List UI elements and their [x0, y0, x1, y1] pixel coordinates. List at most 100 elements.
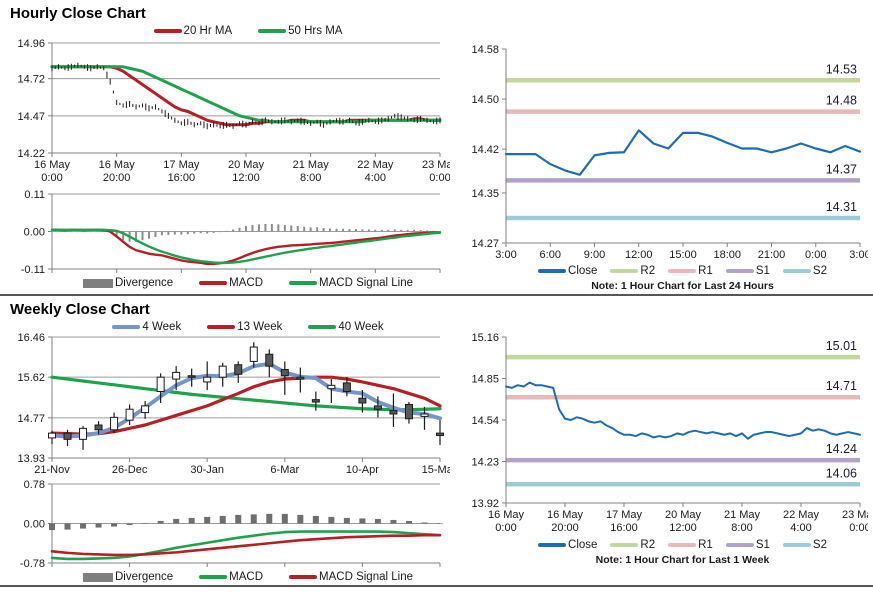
- y-tick-label: 13.92: [471, 498, 499, 510]
- legend-label: 13 Week: [237, 321, 283, 333]
- hourly-section-title: Hourly Close Chart: [10, 5, 146, 22]
- x-tick-label: 20 May 12:00: [665, 509, 702, 534]
- hourly-section-body: 20 Hr MA 50 Hrs MA 14.96 14.72 14.47 14.22 16…: [0, 23, 873, 292]
- hourly-pivot-chart: 14.53 14.48 14.37 14.31 14.58 14.50 14.42 14.35…: [471, 44, 868, 261]
- weekly-macd-chart: 0.78 0.00 -0.78: [20, 479, 443, 570]
- hourly-note: Note: 1 Hour Chart for Last 24 Hours: [591, 280, 774, 292]
- legend-line-swatch: [289, 575, 318, 579]
- legend-label: 4 Week: [142, 321, 182, 333]
- hourly-right-column: 14.53 14.48 14.37 14.31 14.58 14.50 14.42 14.35…: [456, 23, 873, 292]
- x-tick-label: 22 May 4:00: [783, 509, 820, 534]
- legend-line-swatch: [258, 29, 287, 33]
- x-tick-label: 15:00: [669, 249, 697, 261]
- legend-label: R2: [640, 539, 656, 551]
- legend-line-swatch: [782, 543, 811, 547]
- legend-label: 50 Hrs MA: [288, 25, 343, 37]
- x-tick-label: 17 May 16:00: [163, 159, 200, 184]
- legend-line-swatch: [112, 325, 141, 329]
- y-tick-label: 0.00: [24, 519, 45, 531]
- legend-label: MACD: [229, 571, 264, 583]
- x-tick-label: 26-Dec: [112, 464, 148, 476]
- legend-item: S2: [782, 265, 827, 277]
- x-tick-label: 3:00: [849, 249, 868, 261]
- y-tick-label: 14.77: [17, 413, 45, 425]
- x-tick-label: 16 May 0:00: [488, 509, 525, 534]
- y-tick-label: 14.72: [17, 74, 45, 86]
- legend-label: Close: [568, 539, 598, 551]
- legend-item: R2: [610, 265, 655, 277]
- legend-item: Close: [538, 265, 597, 277]
- x-tick-label: 6-Mar: [270, 464, 299, 476]
- legend-line-swatch: [668, 543, 697, 547]
- weekly-section: Weekly Close Chart 4 Week 13 Week 40 Week …: [0, 296, 873, 583]
- legend-item: R1: [668, 539, 713, 551]
- legend-label: 40 Week: [338, 321, 384, 333]
- legend-label: S2: [812, 265, 827, 277]
- y-tick-label: -0.11: [21, 264, 45, 276]
- legend-item: MACD Signal Line: [289, 277, 413, 289]
- x-tick-label: 0:00: [805, 249, 826, 261]
- legend-line-swatch: [289, 281, 318, 285]
- weekly-section-title: Weekly Close Chart: [10, 301, 150, 318]
- y-tick-label: 14.54: [471, 415, 499, 427]
- x-tick-label: 12:00: [625, 249, 653, 261]
- legend-item: MACD Signal Line: [289, 571, 413, 583]
- hourly-left-column: 20 Hr MA 50 Hrs MA 14.96 14.72 14.47 14.22 16…: [0, 23, 456, 292]
- pivot-value-label: 14.53: [826, 62, 857, 76]
- legend-bar-swatch: [82, 572, 113, 582]
- weekly-section-body: 4 Week 13 Week 40 Week 16.46 15.62 14.77 13.9…: [0, 319, 873, 583]
- legend-line-swatch: [610, 543, 639, 547]
- legend-item: R1: [668, 265, 713, 277]
- weekly-macd-legend: Divergence MACD MACD Signal Line: [4, 571, 456, 583]
- y-tick-label: -0.78: [20, 558, 45, 570]
- x-tick-label: 21:00: [758, 249, 786, 261]
- pivot-value-label: 14.24: [826, 442, 857, 456]
- legend-line-swatch: [782, 269, 811, 273]
- x-tick-label: 3:00: [495, 249, 516, 261]
- weekly-pivot-chart: 15.01 14.71 14.24 14.06 15.16 14.85 14.54 14.23…: [471, 332, 868, 534]
- section-divider: [0, 294, 873, 296]
- legend-item: Close: [538, 539, 597, 551]
- legend-label: MACD: [229, 277, 264, 289]
- weekly-right-column: 15.01 14.71 14.24 14.06 15.16 14.85 14.54 14.23…: [456, 319, 873, 583]
- legend-item: R2: [610, 539, 655, 551]
- legend-line-swatch: [308, 325, 337, 329]
- legend-line-swatch: [207, 325, 236, 329]
- y-tick-label: 14.27: [471, 238, 499, 250]
- x-tick-label: 21 May 8:00: [724, 509, 761, 534]
- pivot-value-label: 14.06: [826, 466, 857, 480]
- legend-line-swatch: [199, 281, 228, 285]
- legend-line-swatch: [153, 29, 182, 33]
- legend-item: 4 Week: [112, 321, 181, 333]
- x-tick-label: 9:00: [584, 249, 605, 261]
- legend-label: R2: [640, 265, 656, 277]
- legend-item: 20 Hr MA: [153, 25, 233, 37]
- pivot-value-label: 14.71: [826, 379, 857, 393]
- y-tick-label: 14.58: [471, 44, 499, 56]
- x-tick-label: 30-Jan: [190, 464, 224, 476]
- weekly-pivot-legend: Close R2 R1 S1 S2: [456, 539, 873, 551]
- legend-line-swatch: [610, 269, 639, 273]
- legend-line-swatch: [538, 269, 567, 273]
- legend-label: MACD Signal Line: [319, 571, 413, 583]
- hourly-macd-chart: 0.11 0.00 -0.11: [21, 189, 442, 276]
- y-tick-label: 14.35: [471, 188, 499, 200]
- legend-line-swatch: [668, 269, 697, 273]
- legend-line-swatch: [725, 543, 754, 547]
- y-tick-label: 14.42: [471, 144, 499, 156]
- legend-line-swatch: [199, 575, 228, 579]
- y-tick-label: 14.50: [471, 94, 499, 106]
- x-tick-label: 6:00: [540, 249, 561, 261]
- x-tick-label: 21-Nov: [34, 464, 70, 476]
- legend-label: Close: [568, 265, 598, 277]
- x-tick-label: 10-Apr: [346, 464, 379, 476]
- y-tick-label: 14.23: [471, 457, 499, 469]
- x-tick-label: 17 May 16:00: [606, 509, 643, 534]
- legend-label: 20 Hr MA: [183, 25, 233, 37]
- legend-label: Divergence: [114, 277, 174, 289]
- hourly-pivot-legend: Close R2 R1 S1 S2: [456, 265, 873, 277]
- weekly-ma-legend: 4 Week 13 Week 40 Week: [4, 321, 456, 333]
